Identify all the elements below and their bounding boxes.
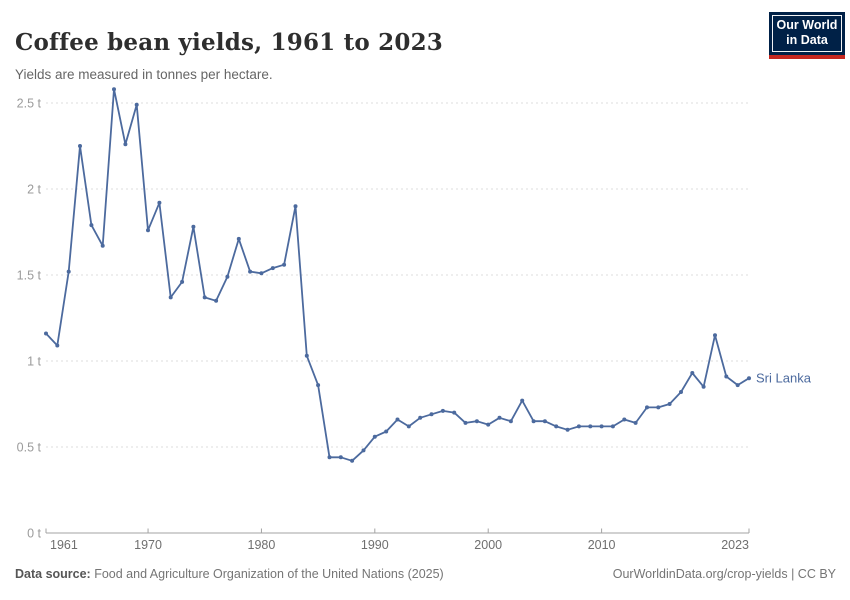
data-point (66, 269, 71, 274)
data-point (724, 374, 729, 379)
data-point (180, 279, 185, 284)
data-point (713, 333, 717, 338)
data-point (372, 434, 377, 439)
footer: Data source: Food and Agriculture Organi… (15, 567, 836, 581)
data-point (474, 419, 479, 424)
data-point (565, 427, 570, 432)
data-point (44, 331, 48, 336)
data-point (429, 412, 434, 417)
data-point (622, 417, 627, 422)
x-tick-label: 1970 (134, 538, 162, 552)
footer-links: OurWorldinData.org/crop-yields | CC BY (613, 567, 836, 581)
data-source: Data source: Food and Agriculture Organi… (15, 567, 444, 581)
data-point (236, 236, 241, 241)
data-point (667, 402, 672, 406)
data-point (327, 455, 332, 460)
data-point (497, 415, 502, 420)
data-point (100, 243, 105, 248)
data-point (157, 200, 162, 205)
data-point (350, 458, 355, 463)
data-point (89, 223, 94, 228)
data-point (168, 295, 173, 300)
data-point (112, 87, 116, 92)
y-tick-label: 2.5 t (17, 97, 42, 111)
y-tick-label: 1.5 t (17, 269, 42, 283)
data-point (316, 383, 321, 388)
chart-subtitle: Yields are measured in tonnes per hectar… (15, 66, 273, 82)
logo-red-bar (769, 55, 845, 59)
data-point (679, 390, 683, 394)
data-point (395, 417, 400, 422)
data-point (214, 298, 219, 303)
data-point (599, 424, 604, 429)
owid-url-link[interactable]: OurWorldinData.org/crop-yields (612, 567, 788, 581)
data-point (338, 455, 343, 460)
license-link[interactable]: CC BY (797, 567, 836, 581)
data-point (259, 271, 264, 276)
data-point (191, 224, 196, 229)
data-point (588, 424, 593, 429)
data-point (418, 415, 423, 420)
data-point (508, 419, 513, 424)
data-point (633, 420, 638, 425)
data-point (406, 424, 411, 429)
data-point (531, 419, 536, 424)
y-tick-label: 2 t (27, 183, 41, 197)
data-point (55, 343, 60, 348)
data-point (361, 448, 366, 453)
data-point (384, 429, 389, 434)
data-point (520, 398, 525, 403)
data-point (270, 266, 275, 271)
data-point (576, 424, 581, 429)
entity-label[interactable]: Sri Lanka (756, 371, 812, 386)
data-point (123, 142, 128, 147)
x-tick-label: 2023 (721, 538, 749, 552)
data-point (282, 262, 287, 267)
data-point (656, 405, 661, 410)
data-point (486, 422, 491, 427)
footer-separator: | (787, 567, 798, 581)
data-point (293, 204, 298, 209)
data-point (225, 274, 230, 279)
data-point (542, 419, 547, 424)
data-point (78, 144, 82, 148)
data-point (554, 424, 559, 429)
data-point (610, 424, 615, 429)
data-point (248, 269, 253, 274)
page-title: Coffee bean yields, 1961 to 2023 (15, 29, 443, 57)
x-tick-label: 2010 (588, 538, 616, 552)
y-tick-label: 1 t (27, 355, 41, 369)
data-point (452, 410, 457, 415)
x-tick-label: 1961 (50, 538, 78, 552)
y-tick-label: 0.5 t (17, 441, 42, 455)
data-point (690, 371, 695, 375)
data-point (202, 295, 207, 300)
y-tick-label: 0 t (27, 527, 41, 541)
x-tick-label: 2000 (474, 538, 502, 552)
data-point (134, 102, 139, 107)
owid-logo-text: Our World in Data (772, 15, 842, 52)
data-point (463, 420, 468, 425)
data-source-text: Food and Agriculture Organization of the… (90, 567, 444, 581)
data-point (645, 405, 649, 410)
x-tick-label: 1980 (248, 538, 276, 552)
data-point (440, 408, 445, 413)
data-point (701, 384, 706, 389)
owid-logo[interactable]: Our World in Data (769, 12, 845, 59)
data-source-label: Data source: (15, 567, 91, 581)
data-point (735, 383, 740, 388)
x-tick-label: 1990 (361, 538, 389, 552)
data-point (747, 376, 751, 381)
data-point (146, 228, 150, 233)
data-point (304, 353, 309, 358)
